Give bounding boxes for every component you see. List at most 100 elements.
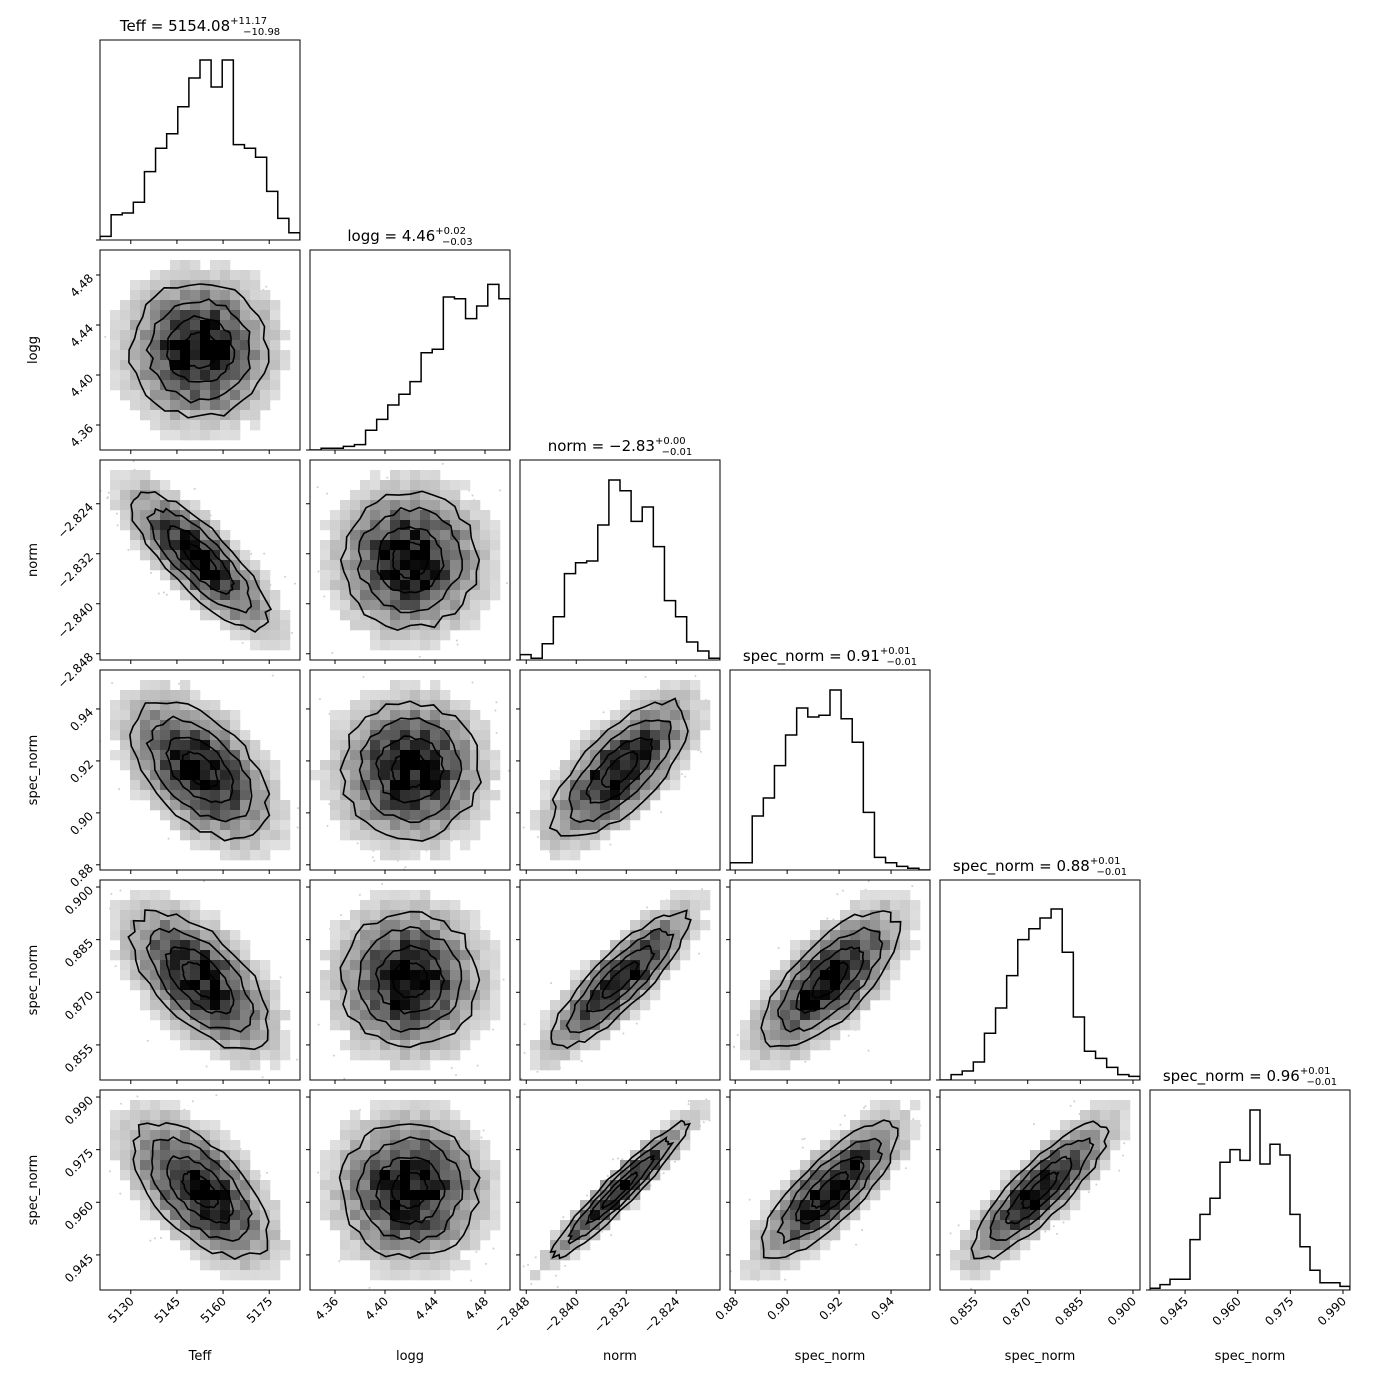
scatter-point	[550, 750, 552, 752]
density-cell	[400, 1270, 411, 1281]
density-cell	[270, 360, 281, 371]
density-cell	[180, 580, 191, 591]
density-cell	[180, 1010, 191, 1021]
scatter-point	[733, 1046, 736, 1049]
density-cell	[170, 370, 181, 381]
density-cell	[440, 630, 451, 641]
density-cell	[430, 1030, 441, 1041]
density-cell	[320, 950, 331, 961]
density-cell	[560, 840, 571, 851]
density-cell	[810, 930, 821, 941]
density-cell	[450, 1160, 461, 1171]
density-cell	[130, 530, 141, 541]
density-cell	[430, 1210, 441, 1221]
density-cell	[380, 1120, 391, 1131]
density-cell	[130, 390, 141, 401]
density-cell	[840, 920, 851, 931]
density-cell	[560, 810, 571, 821]
density-cell	[170, 1110, 181, 1121]
density-cell	[340, 710, 351, 721]
density-cell	[210, 1180, 221, 1191]
density-cell	[420, 480, 431, 491]
density-cell	[420, 1180, 431, 1191]
density-cell	[380, 480, 391, 491]
scatter-point	[241, 641, 244, 644]
density-cell	[120, 1110, 131, 1121]
density-cell	[220, 380, 231, 391]
scatter-point	[454, 1344, 456, 1346]
density-cell	[330, 800, 341, 811]
density-cell	[370, 950, 381, 961]
density-cell	[680, 740, 691, 751]
density-cell	[430, 1040, 441, 1051]
density-cell	[390, 510, 401, 521]
density-cell	[160, 990, 171, 1001]
density-cell	[630, 800, 641, 811]
density-cell	[150, 1170, 161, 1181]
density-cell	[870, 930, 881, 941]
density-cell	[200, 730, 211, 741]
density-cell	[370, 1130, 381, 1141]
density-cell	[580, 800, 591, 811]
density-cell	[610, 740, 621, 751]
density-cell	[440, 540, 451, 551]
density-cell	[260, 1250, 271, 1261]
density-cell	[440, 790, 451, 801]
scatter-point	[114, 965, 117, 968]
scatter-point	[167, 837, 170, 840]
density-cell	[360, 1170, 371, 1181]
density-cell	[160, 400, 171, 411]
density-cell	[670, 770, 681, 781]
density-cell	[410, 830, 421, 841]
density-cell	[360, 720, 371, 731]
density-cell	[620, 1010, 631, 1021]
density-cell	[330, 1160, 341, 1171]
density-cell	[630, 1170, 641, 1181]
density-cell	[450, 1140, 461, 1151]
density-cell	[410, 520, 421, 531]
density-cell	[590, 960, 601, 971]
density-cell	[460, 1120, 471, 1131]
density-cell	[410, 700, 421, 711]
density-cell	[820, 950, 831, 961]
density-cell	[470, 910, 481, 921]
density-cell	[170, 260, 181, 271]
density-cell	[360, 960, 371, 971]
density-cell	[130, 780, 141, 791]
density-cell	[180, 950, 191, 961]
density-cell	[480, 1020, 491, 1031]
density-cell	[790, 980, 801, 991]
density-cell	[390, 470, 401, 481]
density-cell	[590, 1040, 601, 1051]
density-cell	[580, 760, 591, 771]
density-cell	[420, 830, 431, 841]
scatter-point	[471, 681, 474, 684]
density-cell	[570, 990, 581, 1001]
density-cell	[240, 600, 251, 611]
density-cell	[420, 1250, 431, 1261]
density-cell	[240, 340, 251, 351]
density-cell	[180, 790, 191, 801]
density-cell	[220, 830, 231, 841]
density-cell	[170, 380, 181, 391]
density-cell	[170, 690, 181, 701]
density-cell	[130, 1120, 141, 1131]
density-cell	[210, 400, 221, 411]
density-cell	[610, 1000, 621, 1011]
density-cell	[480, 580, 491, 591]
density-cell	[580, 1240, 591, 1251]
density-cell	[240, 280, 251, 291]
density-cell	[200, 310, 211, 321]
density-cell	[350, 940, 361, 951]
density-cell	[400, 920, 411, 931]
density-cell	[240, 1020, 251, 1031]
density-cell	[450, 770, 461, 781]
scatter-point	[532, 876, 534, 878]
density-cell	[230, 780, 241, 791]
density-cell	[180, 270, 191, 281]
density-cell	[370, 1110, 381, 1121]
density-cell	[170, 280, 181, 291]
density-cell	[450, 700, 461, 711]
density-cell	[260, 840, 271, 851]
density-cell	[810, 1030, 821, 1041]
